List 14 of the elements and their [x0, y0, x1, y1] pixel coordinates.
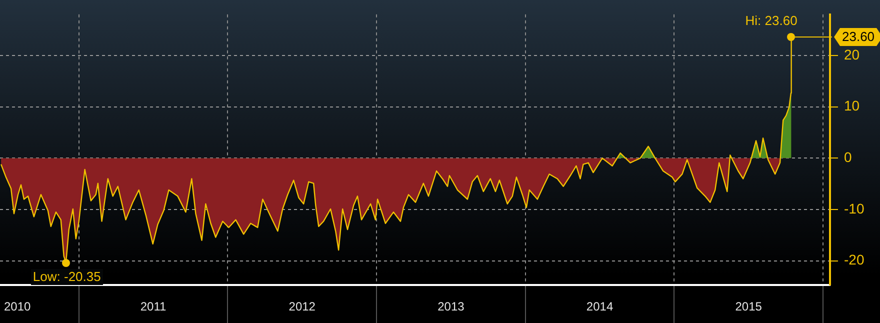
y-tick-label: 20	[844, 46, 860, 62]
annotation: Low: -20.35	[30, 268, 103, 285]
x-tick-label: 2013	[438, 299, 465, 314]
text: 23.60	[842, 28, 875, 45]
x-tick-label: 2012	[288, 299, 316, 314]
y-tick-label: -10	[844, 200, 864, 216]
y-tick-label: 0	[844, 149, 852, 166]
x-tick-label: 2011	[140, 299, 167, 314]
y-tick-label: -20	[844, 252, 864, 268]
x-tick-label: 2010	[4, 299, 32, 314]
annotation: Hi: 23.60	[744, 12, 798, 29]
x-tick-label: 2015	[735, 299, 762, 314]
y-tick-label: 10	[844, 98, 860, 114]
x-tick-label: 2014	[586, 299, 614, 314]
